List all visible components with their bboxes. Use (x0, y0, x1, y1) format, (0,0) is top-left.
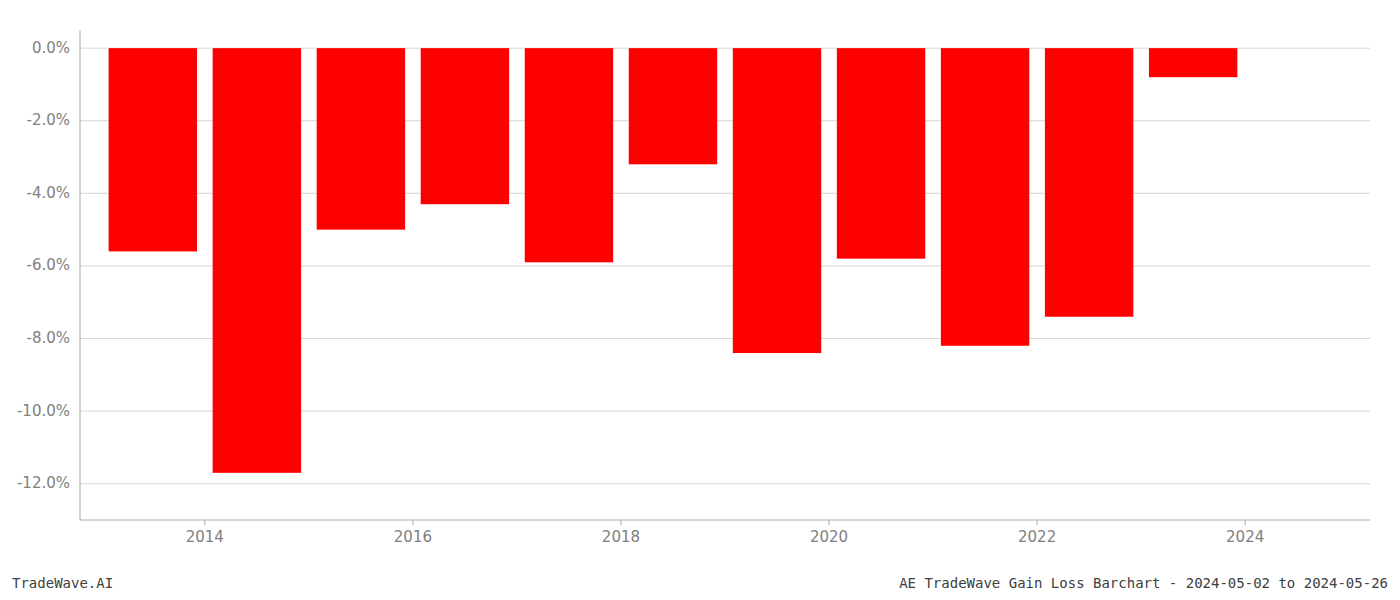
y-tick-label: -10.0% (17, 402, 70, 420)
footer: TradeWave.AI AE TradeWave Gain Loss Barch… (12, 575, 1388, 591)
bar (733, 48, 821, 353)
bar (1045, 48, 1133, 317)
footer-left: TradeWave.AI (12, 575, 113, 591)
y-tick-label: -6.0% (26, 256, 70, 274)
y-tick-label: -8.0% (26, 329, 70, 347)
y-tick-label: -2.0% (26, 111, 70, 129)
x-tick (204, 520, 205, 525)
bar (629, 48, 717, 164)
x-tick-labels: 2014 2016 2018 2020 2022 2024 (186, 528, 1265, 546)
bar (525, 48, 613, 262)
axes (80, 30, 1370, 525)
bar (421, 48, 509, 204)
footer-right: AE TradeWave Gain Loss Barchart - 2024-0… (899, 575, 1388, 591)
x-axis-line (80, 520, 1370, 521)
chart: 0.0% -2.0% -4.0% -6.0% -8.0% -10.0% -12.0% 2014… (0, 0, 1400, 600)
x-tick-label: 2022 (1018, 528, 1056, 546)
bar (213, 48, 301, 473)
y-tick-label: -12.0% (17, 474, 70, 492)
bar (1149, 48, 1237, 77)
y-tick-label: 0.0% (32, 39, 70, 57)
x-tick (1037, 520, 1038, 525)
bar (837, 48, 925, 259)
y-tick-label: -4.0% (26, 184, 70, 202)
x-tick-label: 2018 (602, 528, 640, 546)
x-tick (1245, 520, 1246, 525)
bar (317, 48, 405, 229)
x-tick-label: 2024 (1226, 528, 1264, 546)
x-tick (829, 520, 830, 525)
bar (941, 48, 1029, 346)
bars (109, 48, 1238, 473)
bar (109, 48, 197, 251)
x-tick (620, 520, 621, 525)
y-tick-labels: 0.0% -2.0% -4.0% -6.0% -8.0% -10.0% -12.0% (17, 39, 70, 493)
x-tick-label: 2020 (810, 528, 848, 546)
y-grid (80, 48, 1370, 484)
x-tick-label: 2014 (186, 528, 224, 546)
y-axis-line (80, 30, 81, 520)
x-tick (412, 520, 413, 525)
grid-line (80, 483, 1370, 484)
x-tick-label: 2016 (394, 528, 432, 546)
